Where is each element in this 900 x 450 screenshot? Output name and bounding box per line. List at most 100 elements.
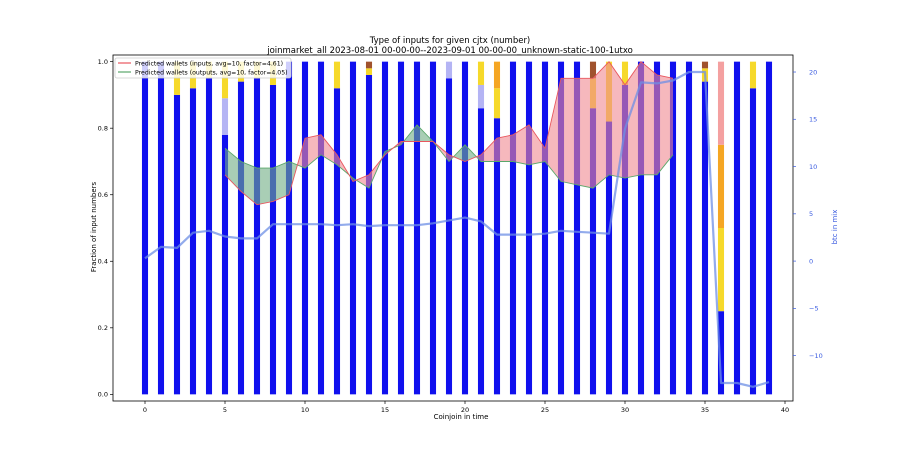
- bar-segment: [605, 121, 613, 395]
- bar-segment: [365, 61, 373, 69]
- bar-segment: [493, 61, 501, 89]
- right-tick-label: −10: [809, 352, 823, 360]
- right-tick-label: 0: [809, 257, 813, 265]
- bar-segment: [765, 61, 773, 395]
- wallet-gap-area: [497, 134, 513, 162]
- y-tick-label: 0.8: [98, 124, 108, 132]
- right-tick-label: 20: [809, 68, 817, 76]
- wallet-gap-area: [465, 144, 477, 162]
- bar-segment: [621, 61, 629, 85]
- bar-segment: [509, 61, 517, 395]
- bar-segment: [141, 61, 149, 395]
- wallet-gap-area: [305, 134, 321, 169]
- y-tick-label: 1.0: [98, 58, 108, 66]
- bar-segment: [749, 88, 757, 395]
- inputs-line: [224, 60, 674, 206]
- bar-segment: [429, 61, 437, 395]
- bar-segment: [717, 144, 725, 228]
- x-tick-label: 10: [301, 406, 309, 414]
- wallet-gap-area: [561, 78, 577, 185]
- bar-segment: [301, 61, 309, 395]
- bar-segment: [365, 68, 373, 75]
- wallet-gap-area: [241, 161, 257, 205]
- bar-segment: [381, 61, 389, 395]
- wallet-gap-area: [529, 124, 545, 165]
- x-tick-label: 35: [701, 406, 709, 414]
- bar-segment: [525, 61, 533, 395]
- wallet-gap-area: [257, 168, 273, 205]
- x-tick-label: 20: [461, 406, 469, 414]
- bar-segment: [349, 61, 357, 395]
- bar-segment: [749, 61, 757, 89]
- bar-segment: [253, 78, 261, 395]
- bar-segment: [221, 98, 229, 135]
- legend-box: [114, 57, 292, 79]
- plot-frame: [112, 54, 794, 402]
- bar-segment: [461, 61, 469, 395]
- wallet-gap-area: [657, 74, 673, 175]
- bar-segment: [701, 61, 709, 69]
- outputs-line: [224, 124, 674, 189]
- x-axis-label: Coinjoin in time: [434, 413, 489, 421]
- wallet-gap-area: [481, 138, 497, 162]
- bar-segment: [333, 61, 341, 89]
- x-tick-label: 25: [541, 406, 549, 414]
- x-tick-label: 15: [381, 406, 389, 414]
- bar-segment: [557, 61, 565, 395]
- chart-title: Type of inputs for given cjtx (number): [369, 36, 531, 46]
- bar-segment: [477, 61, 485, 85]
- chart-subtitle: joinmarket_all 2023-08-01 00-00-00--2023…: [266, 46, 633, 56]
- bar-segment: [621, 84, 629, 395]
- bar-segment: [173, 94, 181, 395]
- wallet-gap-area: [513, 124, 529, 165]
- wallet-gap-area: [356, 174, 369, 189]
- y-tick-label: 0.4: [98, 258, 108, 266]
- wallet-gap-area: [641, 61, 657, 175]
- wallet-gap-area: [593, 61, 609, 189]
- bar-segment: [445, 61, 453, 79]
- legend-inputs-label: Predicted wallets (inputs, avg=10, facto…: [135, 61, 283, 68]
- bar-segment: [189, 88, 197, 395]
- y-tick-label: 0.0: [98, 391, 108, 399]
- wallet-gap-area: [453, 144, 465, 162]
- y-axis-label: Fraction of input numbers: [90, 181, 98, 272]
- y-tick-label: 0.6: [98, 191, 108, 199]
- bar-segment: [317, 61, 325, 395]
- legend-outputs-label: Predicted wallets (outputs, avg=10, fact…: [135, 70, 288, 77]
- legend: Predicted wallets (inputs, avg=10, facto…: [114, 57, 292, 79]
- bar-segment: [685, 61, 693, 395]
- bar-segment: [205, 78, 213, 395]
- bar-segment: [477, 108, 485, 395]
- bar-segment: [333, 88, 341, 395]
- plot-area: 0 5 10 15 20 25 30 35 40 0.0 0.2 0.4 0.6 0.8 1.0 −10 −5 0…: [98, 54, 823, 414]
- bar-segment: [397, 61, 405, 395]
- bar-segment: [653, 61, 661, 395]
- bar-segment: [269, 84, 277, 395]
- wallet-gap-area: [273, 161, 289, 202]
- y-tick-label: 0.2: [98, 324, 108, 332]
- bar-segment: [445, 78, 453, 395]
- bar-segment: [637, 61, 645, 395]
- bar-segment: [733, 61, 741, 395]
- wallet-gap-area: [577, 78, 593, 189]
- bar-segment: [573, 61, 581, 395]
- bar-segment: [589, 108, 597, 395]
- x-tick-label: 5: [223, 406, 227, 414]
- right-tick-label: 10: [809, 163, 817, 171]
- bar-segment: [477, 84, 485, 109]
- x-tick-label: 0: [143, 406, 147, 414]
- bar-segment: [717, 61, 725, 145]
- bar-segment: [541, 61, 549, 395]
- bar-segment: [669, 61, 677, 395]
- x-tick-label: 30: [621, 406, 629, 414]
- btc-in-mix-line: [144, 70, 770, 388]
- bar-segment: [493, 88, 501, 119]
- bar-segment: [493, 118, 501, 395]
- bar-segment: [589, 61, 597, 79]
- right-tick-label: −5: [809, 305, 819, 313]
- bar-segment: [157, 61, 165, 395]
- bar-segment: [717, 311, 725, 395]
- bar-segment: [717, 228, 725, 312]
- bar-segment: [221, 134, 229, 395]
